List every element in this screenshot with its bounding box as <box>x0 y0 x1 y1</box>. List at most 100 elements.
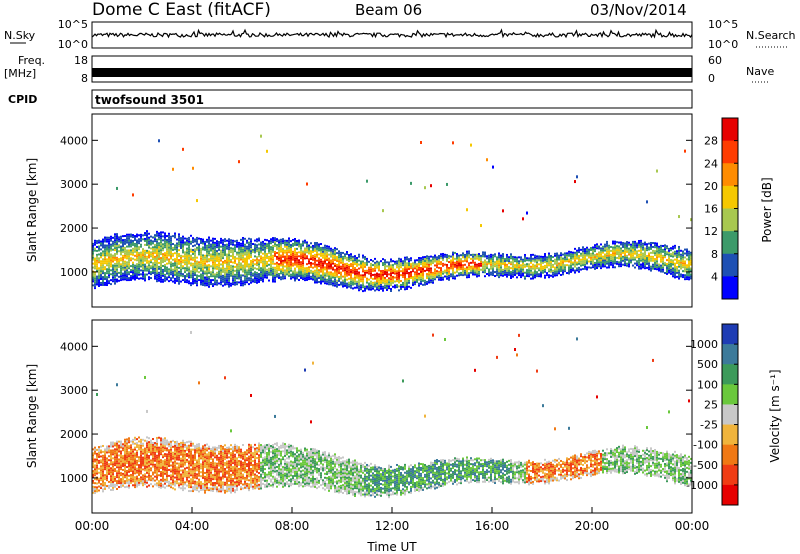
heatmap-cell <box>102 268 104 271</box>
heatmap-cell <box>396 262 398 265</box>
heatmap-cell <box>546 262 548 265</box>
heatmap-cell <box>164 242 166 245</box>
heatmap-cell <box>112 258 114 261</box>
heatmap-cell <box>600 257 602 260</box>
heatmap-cell <box>142 238 144 241</box>
heatmap-cell <box>482 263 484 266</box>
heatmap-cell <box>362 268 364 271</box>
heatmap-cell <box>610 249 612 252</box>
heatmap-cell <box>268 267 270 270</box>
heatmap-cell <box>148 232 150 235</box>
heatmap-cell <box>314 259 316 262</box>
heatmap-cell <box>358 289 360 292</box>
heatmap-cell <box>170 263 172 266</box>
heatmap-cell <box>410 273 412 276</box>
heatmap-cell <box>198 275 200 278</box>
heatmap-cell <box>266 239 268 242</box>
heatmap-cell <box>142 234 144 237</box>
heatmap-cell <box>638 267 640 270</box>
heatmap-cell <box>200 275 202 278</box>
heatmap-cell <box>384 267 386 270</box>
heatmap-cell <box>510 257 512 260</box>
heatmap-cell <box>108 447 110 450</box>
heatmap-cell <box>376 264 378 267</box>
heatmap-cell <box>476 255 478 258</box>
heatmap-cell <box>214 275 216 278</box>
heatmap-cell <box>270 248 272 251</box>
heatmap-cell <box>280 256 282 259</box>
heatmap-cell <box>134 470 136 473</box>
heatmap-cell <box>208 275 210 278</box>
heatmap-cell <box>668 247 670 250</box>
heatmap-cell <box>570 261 572 264</box>
heatmap-cell <box>344 253 346 256</box>
heatmap-cell <box>272 280 274 283</box>
heatmap-cell <box>656 264 658 267</box>
heatmap-cell <box>542 255 544 258</box>
heatmap-cell <box>684 256 686 259</box>
heatmap-cell <box>456 270 458 273</box>
heatmap-cell <box>124 454 126 457</box>
heatmap-cell <box>468 256 470 259</box>
heatmap-cell <box>266 270 268 273</box>
heatmap-cell <box>498 262 500 265</box>
heatmap-cell <box>674 274 676 277</box>
heatmap-cell <box>300 245 302 248</box>
heatmap-cell <box>424 265 426 268</box>
heatmap-cell <box>140 466 142 469</box>
heatmap-cell <box>350 286 352 289</box>
heatmap-cell <box>94 279 96 282</box>
heatmap-cell <box>224 273 226 276</box>
heatmap-cell <box>366 261 368 264</box>
heatmap-cell <box>156 240 158 243</box>
heatmap-cell <box>140 261 142 264</box>
heatmap-cell <box>292 242 294 245</box>
heatmap-cell <box>614 248 616 251</box>
heatmap-cell <box>156 262 158 265</box>
heatmap-cell <box>630 249 632 252</box>
heatmap-cell <box>140 464 142 467</box>
heatmap-cell <box>142 458 144 461</box>
heatmap-cell <box>570 257 572 260</box>
heatmap-cell <box>226 253 228 256</box>
heatmap-cell <box>504 273 506 276</box>
heatmap-cell <box>290 251 292 254</box>
heatmap-cell <box>476 275 478 278</box>
heatmap-cell <box>160 274 162 277</box>
heatmap-cell <box>522 260 524 263</box>
heatmap-cell <box>204 278 206 281</box>
heatmap-cell <box>172 262 174 265</box>
heatmap-cell <box>142 464 144 467</box>
heatmap-cell <box>132 273 134 276</box>
heatmap-cell <box>548 260 550 263</box>
heatmap-cell <box>466 260 468 263</box>
heatmap-cell <box>176 276 178 278</box>
heatmap-cell <box>484 255 486 258</box>
heatmap-cell <box>324 260 326 263</box>
heatmap-cell <box>570 259 572 262</box>
heatmap-cell <box>140 273 142 276</box>
heatmap-cell <box>126 458 128 461</box>
heatmap-cell <box>118 476 120 479</box>
heatmap-cell <box>136 255 138 258</box>
heatmap-cell <box>102 264 104 267</box>
heatmap-cell <box>376 280 378 283</box>
heatmap-cell <box>568 268 570 271</box>
heatmap-cell <box>138 252 140 255</box>
heatmap-cell <box>236 277 238 280</box>
heatmap-cell <box>626 264 628 267</box>
heatmap-cell <box>478 258 480 261</box>
heatmap-cell <box>214 261 216 264</box>
heatmap-cell <box>544 268 546 271</box>
heatmap-cell <box>258 275 260 277</box>
heatmap-cell <box>468 266 470 269</box>
heatmap-cell <box>186 239 188 242</box>
heatmap-cell <box>114 456 116 459</box>
heatmap-cell <box>146 249 148 252</box>
heatmap-cell <box>186 247 188 250</box>
heatmap-cell <box>312 262 314 265</box>
heatmap-cell <box>404 282 406 285</box>
heatmap-cell <box>390 282 392 285</box>
heatmap-cell <box>142 480 144 483</box>
heatmap-cell <box>488 274 490 277</box>
